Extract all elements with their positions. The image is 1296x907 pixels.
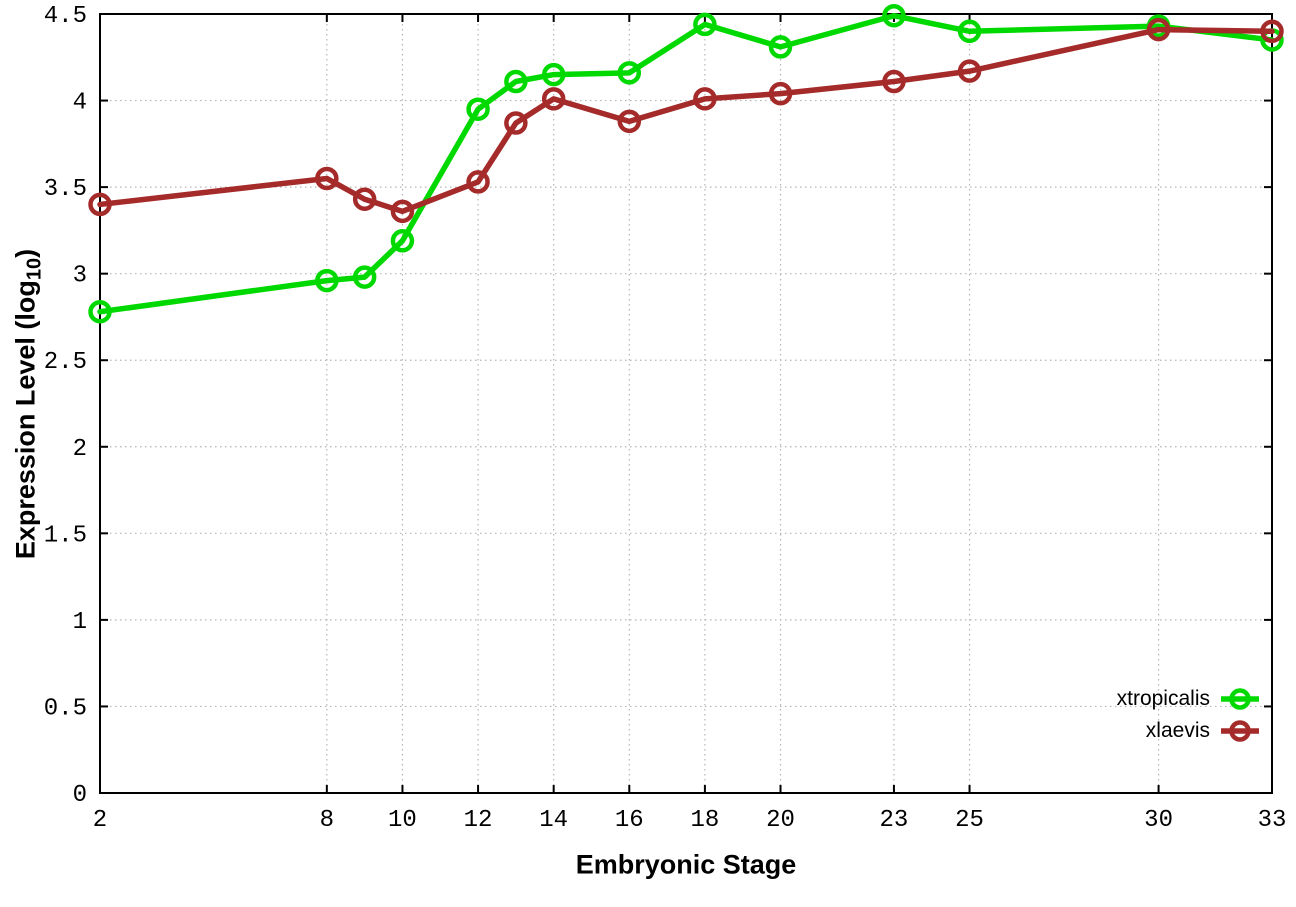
x-axis-label: Embryonic Stage <box>575 849 797 880</box>
series-xlaevis-marker-stage-12 <box>466 170 490 194</box>
x-tick-label-33: 33 <box>1258 807 1287 834</box>
series-xlaevis-line <box>97 26 1275 215</box>
y-axis-label-main: Expression Level (log <box>10 280 41 560</box>
y-axis-label: Expression Level (log10) <box>10 248 46 560</box>
series-xlaevis-marker-stage-9 <box>352 187 377 211</box>
legend: xtropicalis xlaevis <box>1117 683 1260 747</box>
series-xlaevis-marker-stage-33 <box>1260 19 1284 44</box>
x-tick-label-20: 20 <box>766 807 795 834</box>
x-tick-label-25: 25 <box>955 807 984 834</box>
y-tick-label-2: 2 <box>73 436 87 463</box>
series-xlaevis-marker-stage-8 <box>315 166 339 191</box>
series-xtropicalis-marker-stage-14 <box>541 62 566 87</box>
series-xtropicalis-marker-stage-18 <box>693 12 717 37</box>
legend-sample-point <box>1229 688 1251 710</box>
series-xlaevis-marker-stage-30 <box>1146 17 1171 42</box>
x-tick-label-14: 14 <box>539 807 568 834</box>
series-xtropicalis-marker-stage-25 <box>957 19 982 44</box>
series-xtropicalis-marker-stage-23 <box>882 3 906 28</box>
series-xlaevis-marker-stage-13 <box>504 111 528 135</box>
x-tick-label-30: 30 <box>1144 807 1173 834</box>
series-xtropicalis-marker-stage-8 <box>315 268 339 293</box>
x-tick-label-12: 12 <box>464 807 493 834</box>
y-tick-label-0: 0 <box>73 782 87 809</box>
x-tick-label-2: 2 <box>93 807 107 834</box>
series-xtropicalis-marker-stage-16 <box>617 61 642 85</box>
series-xlaevis-marker-stage-16 <box>617 109 642 134</box>
y-tick-label-1: 1 <box>73 609 87 636</box>
x-tick-label-23: 23 <box>880 807 909 834</box>
y-axis-label-sub: 10 <box>23 257 46 281</box>
x-tick-label-8: 8 <box>320 807 334 834</box>
legend-label-xtropicalis: xtropicalis <box>1116 687 1210 710</box>
y-tick-label-3.5: 3.5 <box>44 176 87 203</box>
series-xtropicalis-marker-stage-9 <box>352 265 377 289</box>
plot-border <box>99 13 1273 794</box>
series-xtropicalis-marker-stage-2 <box>88 300 112 324</box>
y-tick-label-3: 3 <box>73 263 87 290</box>
series-xtropicalis-line <box>97 12 1275 315</box>
x-tick-label-10: 10 <box>388 807 417 834</box>
series-xtropicalis-marker-stage-10 <box>390 229 415 253</box>
legend-sample-point <box>1229 720 1251 742</box>
series-xlaevis-marker-stage-23 <box>882 69 906 94</box>
x-tick-label-16: 16 <box>615 807 644 834</box>
x-tick-label-18: 18 <box>690 807 719 834</box>
legend-item-xlaevis: xlaevis <box>1117 715 1260 747</box>
y-tick-label-4: 4 <box>73 90 87 117</box>
series-xlaevis-marker-stage-10 <box>390 199 415 224</box>
series-xlaevis-marker-stage-18 <box>693 87 717 111</box>
series-xtropicalis-marker-stage-13 <box>504 69 528 94</box>
series-xlaevis-marker-stage-20 <box>768 81 793 106</box>
series-xlaevis-marker-stage-2 <box>88 192 112 217</box>
y-axis-label-close: ) <box>10 248 41 258</box>
legend-label-xlaevis: xlaevis <box>1145 719 1210 742</box>
series-xlaevis-marker-stage-14 <box>541 87 566 111</box>
y-tick-label-2.5: 2.5 <box>44 349 87 376</box>
legend-marker-xlaevis <box>1221 720 1259 742</box>
y-tick-label-0.5: 0.5 <box>44 695 87 722</box>
y-tick-label-4.5: 4.5 <box>44 3 87 30</box>
legend-marker-xtropicalis <box>1221 688 1259 710</box>
series-xtropicalis-marker-stage-20 <box>768 35 793 59</box>
legend-item-xtropicalis: xtropicalis <box>1117 683 1260 715</box>
series-xtropicalis-marker-stage-12 <box>466 97 490 121</box>
y-tick-label-1.5: 1.5 <box>44 522 87 549</box>
series-xlaevis-marker-stage-25 <box>957 59 982 83</box>
